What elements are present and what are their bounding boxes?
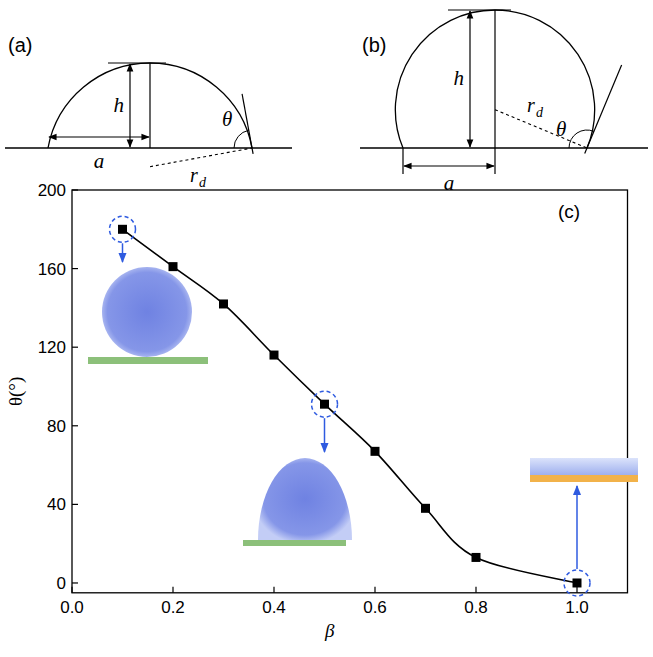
data-point	[169, 262, 178, 271]
substrate	[530, 475, 638, 482]
radius-label: r	[527, 94, 535, 116]
y-tick	[72, 425, 78, 426]
y-axis-title: θ(°)	[5, 377, 27, 406]
y-tick-label: 80	[47, 417, 66, 436]
h-arrow	[469, 11, 470, 147]
x-tick-label: 0.0	[60, 598, 84, 617]
diagram-panel: h a rd θ (a)	[5, 34, 292, 190]
droplet-image	[102, 267, 192, 357]
a-tick	[402, 148, 403, 174]
x-tick	[172, 587, 173, 593]
top-line	[448, 9, 511, 10]
center-line	[149, 63, 150, 148]
y-tick	[72, 268, 78, 269]
h-arrow	[129, 64, 130, 147]
radius-subscript: d	[536, 105, 544, 120]
x-tick-label: 0.8	[464, 598, 488, 617]
x-tick-label: 0.2	[161, 598, 185, 617]
data-point	[573, 578, 582, 587]
data-point	[421, 504, 430, 513]
droplet-image	[258, 458, 352, 540]
data-point	[320, 400, 329, 409]
highlight-arrow	[324, 418, 326, 452]
tangent-line	[242, 94, 253, 154]
droplet-outline	[48, 63, 252, 148]
x-tick	[374, 587, 375, 593]
data-point	[219, 299, 228, 308]
x-tick	[273, 587, 274, 593]
highlight-arrow	[122, 243, 124, 262]
y-tick	[72, 347, 78, 348]
highlight-circle	[564, 570, 590, 596]
x-tick-label: 0.4	[262, 598, 286, 617]
a-tick	[494, 148, 495, 174]
y-tick-label: 40	[47, 495, 66, 514]
y-tick	[72, 582, 78, 583]
angle-arc	[569, 130, 594, 148]
theta-label: θ	[556, 117, 566, 141]
plot-frame	[72, 190, 628, 593]
angle-arc	[234, 130, 249, 148]
y-tick-label: 200	[38, 181, 66, 200]
chart: 0.0 0.2 0.4 0.6 0.8 1.0 0 40 80 120 160 200 β θ(°) (c)	[5, 181, 638, 641]
a-arrow	[49, 136, 149, 137]
highlight-circle	[110, 216, 136, 242]
x-tick	[576, 587, 577, 593]
x-axis-title: β	[324, 620, 335, 641]
insets	[88, 267, 638, 546]
panel-label: (b)	[362, 34, 386, 56]
h-label: h	[114, 93, 125, 117]
data-line	[123, 229, 578, 583]
diagram-panel: h a rdθ (b)	[360, 10, 648, 195]
film-image	[530, 458, 638, 475]
theta-label: θ	[222, 107, 232, 131]
center-line	[494, 10, 495, 148]
figure: hardθ(a)hardθ(b)0.00.20.40.60.81.0040801…	[0, 0, 653, 657]
y-tick-label: 120	[38, 338, 66, 357]
a-arrow	[404, 165, 494, 166]
a-label: a	[444, 171, 455, 195]
y-tick	[72, 504, 78, 505]
panel-label: (a)	[8, 34, 32, 56]
x-tick-label: 0.6	[363, 598, 387, 617]
top-line	[108, 62, 166, 63]
y-tick-label: 160	[38, 260, 66, 279]
highlight-arrow	[576, 486, 578, 569]
y-tick-label: 0	[57, 574, 66, 593]
data-point	[118, 225, 127, 234]
droplet-outline	[395, 10, 594, 148]
tangent-line	[585, 65, 622, 154]
x-tick-label: 1.0	[565, 598, 589, 617]
radius-subscript: d	[199, 175, 207, 190]
data-group	[118, 225, 582, 588]
panel-label: (c)	[558, 201, 580, 222]
data-point	[371, 447, 380, 456]
substrate	[88, 357, 208, 364]
h-label: h	[454, 66, 465, 90]
highlights	[110, 216, 591, 596]
substrate	[243, 540, 346, 546]
x-tick	[475, 587, 476, 593]
data-point	[270, 351, 279, 360]
data-point	[472, 553, 481, 562]
radius-label: r	[190, 164, 198, 186]
radius-line	[150, 148, 252, 167]
highlight-circle	[312, 391, 338, 417]
a-label: a	[94, 149, 105, 173]
